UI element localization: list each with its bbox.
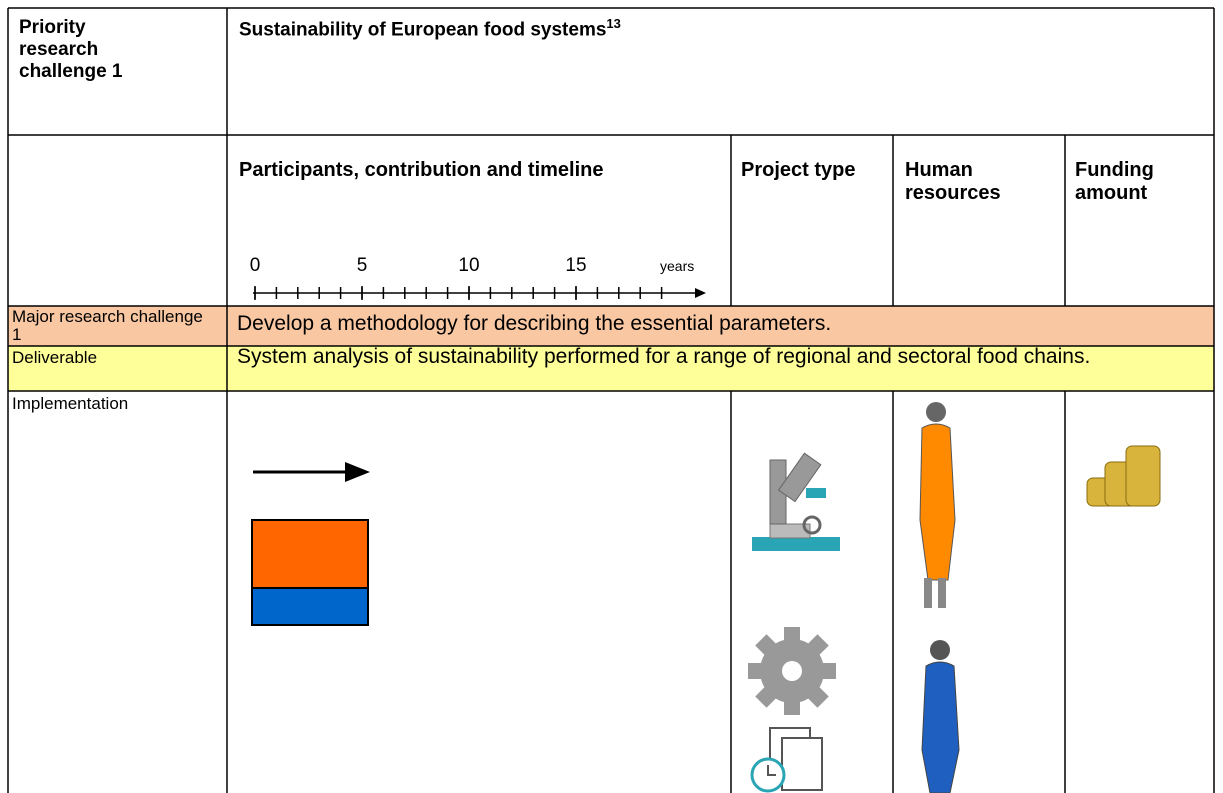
footnote: 13 bbox=[606, 16, 621, 31]
tick-label: 0 bbox=[250, 255, 261, 276]
timeline-axis bbox=[253, 288, 706, 298]
col-timeline: Participants, contribution and timeline bbox=[239, 159, 604, 181]
tick-label: 5 bbox=[357, 255, 368, 276]
col-project-type: Project type bbox=[741, 159, 856, 181]
document-clock-icon bbox=[750, 727, 823, 793]
challenge-label: Priority research challenge 1 bbox=[19, 17, 123, 82]
blue-block bbox=[251, 587, 369, 626]
row-label: Deliverable bbox=[12, 348, 98, 367]
major-row-bg bbox=[8, 306, 1214, 346]
col-funding: Funding amount bbox=[1075, 159, 1154, 204]
col-human-resources: Human resources bbox=[905, 159, 1001, 204]
woman-blue-icon bbox=[921, 640, 960, 793]
row-label: Implementation bbox=[12, 394, 129, 413]
deliverable-row-bg bbox=[8, 346, 1214, 391]
title-text: Sustainability of European food systems bbox=[239, 19, 607, 41]
coins-icon bbox=[1086, 445, 1161, 507]
row-text: Develop a methodology for describing the… bbox=[237, 312, 832, 335]
timeline-unit: years bbox=[660, 258, 695, 274]
orange-block bbox=[251, 519, 369, 589]
row-text: System analysis of sustainability perfor… bbox=[237, 345, 1091, 368]
tick-label: 10 bbox=[458, 255, 479, 276]
row-label: Major research challenge 1 bbox=[12, 307, 203, 344]
gear-icon bbox=[748, 627, 836, 715]
grid bbox=[7, 7, 1215, 793]
microscope-icon bbox=[752, 452, 840, 551]
challenge-title: Sustainability of European food systems1… bbox=[239, 16, 621, 41]
tick-label: 15 bbox=[565, 255, 586, 276]
implementation-arrow bbox=[253, 462, 370, 482]
woman-orange-icon bbox=[919, 402, 956, 608]
